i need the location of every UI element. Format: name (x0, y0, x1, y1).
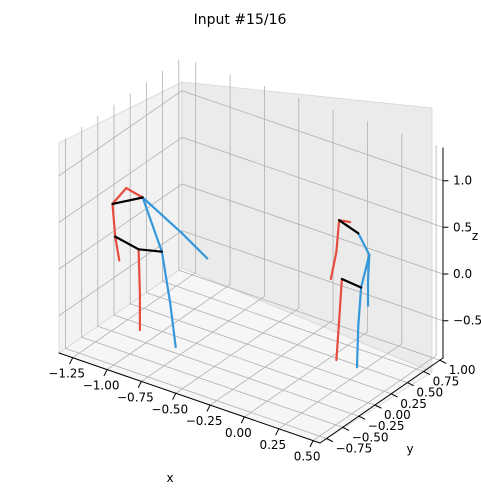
y-grid-floor (162, 280, 425, 372)
right-bone (355, 324, 360, 369)
x-grid-floor (140, 295, 265, 382)
y-tick-mark (374, 404, 382, 409)
y-grid-floor (81, 336, 344, 428)
x-tick-mark (137, 380, 142, 388)
x-tick-mark (69, 357, 74, 365)
z-grid-back (181, 230, 444, 322)
x-tick-mark (240, 416, 245, 424)
y-tick-label: 1.00 (449, 363, 476, 377)
y-axis-line (319, 357, 444, 444)
x-tick-label: 0.50 (294, 450, 321, 464)
x-tick-mark (103, 369, 108, 377)
y-tick-label: 0.50 (416, 386, 443, 400)
right-bone (169, 302, 177, 349)
y-tick-label: −0.50 (352, 430, 389, 444)
z-tick-label: 0.5 (453, 220, 472, 234)
x-tick-mark (172, 392, 177, 400)
x-tick-label: −1.25 (48, 367, 85, 381)
figure-2 (329, 219, 371, 369)
right-bone (360, 253, 371, 289)
x-grid-floor (175, 307, 300, 394)
z-grid-left (58, 183, 183, 270)
left-bone (329, 250, 338, 280)
right-bone (357, 286, 363, 327)
tick-labels: −1.25−1.00−0.75−0.50−0.250.000.250.50−0.… (48, 174, 481, 464)
y-tick-label: 0.75 (433, 374, 460, 388)
spine-bone (340, 277, 363, 289)
x-axis-line (58, 352, 321, 444)
y-tick-mark (439, 359, 447, 364)
y-tick-mark (423, 370, 431, 375)
right-bone (160, 250, 172, 305)
z-tick-label: −0.5 (453, 314, 481, 328)
figure-1 (111, 187, 209, 349)
y-tick-mark (406, 382, 414, 387)
y-tick-label: 0.00 (384, 408, 411, 422)
x-axis-label: x (166, 471, 173, 485)
z-tick-label: 0.0 (453, 267, 472, 281)
left-bone (111, 202, 117, 238)
spine-bone (111, 196, 144, 205)
z-grid-left (58, 90, 183, 177)
y-tick-label: 0.25 (400, 397, 427, 411)
y-tick-mark (342, 426, 350, 431)
y-tick-mark (358, 415, 366, 420)
z-grid-back (181, 183, 444, 275)
x-grid-floor (72, 272, 197, 359)
y-grid-floor (129, 303, 392, 395)
x-tick-mark (275, 428, 280, 436)
x-tick-label: 0.00 (225, 426, 252, 440)
y-grid-floor (178, 269, 441, 361)
spine-bone (137, 248, 163, 253)
x-grid-floor (106, 284, 231, 371)
z-grid-back (181, 136, 444, 228)
left-bone (338, 277, 343, 323)
y-grid-floor (65, 348, 327, 439)
x-tick-mark (206, 404, 211, 412)
z-grid-left (58, 230, 183, 317)
grid-lines (58, 59, 444, 442)
left-bone (111, 187, 128, 205)
y-grid-floor (145, 292, 408, 384)
x-tick-label: −1.00 (83, 379, 120, 393)
x-tick-mark (309, 440, 314, 448)
left-bone (125, 187, 144, 199)
y-tick-label: −0.25 (368, 419, 405, 433)
right-bone (141, 196, 183, 235)
z-axis-label: z (472, 229, 478, 243)
y-tick-mark (326, 438, 333, 442)
left-bone (137, 248, 141, 295)
axis-lines (58, 147, 449, 448)
x-grid-floor (278, 343, 403, 430)
right-bone (141, 196, 163, 253)
z-grid-left (58, 136, 183, 223)
right-bone (357, 232, 371, 256)
z-grid-back (181, 90, 444, 182)
x-tick-label: −0.25 (186, 414, 223, 428)
spine-bone (114, 235, 140, 251)
z-tick-label: 1.0 (453, 174, 472, 188)
y-axis-label: y (406, 442, 413, 456)
spine-bone (338, 219, 360, 235)
x-tick-label: 0.25 (259, 438, 286, 452)
x-grid-floor (243, 331, 368, 418)
y-grid-floor (97, 325, 360, 417)
left-bone (335, 319, 341, 362)
y-grid-floor (113, 314, 376, 406)
right-bone (180, 232, 209, 260)
chart-title: Input #15/16 (194, 12, 287, 28)
left-bone (114, 235, 121, 262)
x-grid-floor (209, 319, 334, 406)
left-bone (335, 219, 341, 253)
x-grid-floor (312, 355, 437, 442)
skeletons (111, 187, 371, 369)
y-tick-mark (390, 393, 398, 398)
x-tick-label: −0.75 (117, 390, 154, 404)
y-tick-label: −0.75 (336, 442, 373, 456)
x-tick-label: −0.50 (151, 402, 188, 416)
